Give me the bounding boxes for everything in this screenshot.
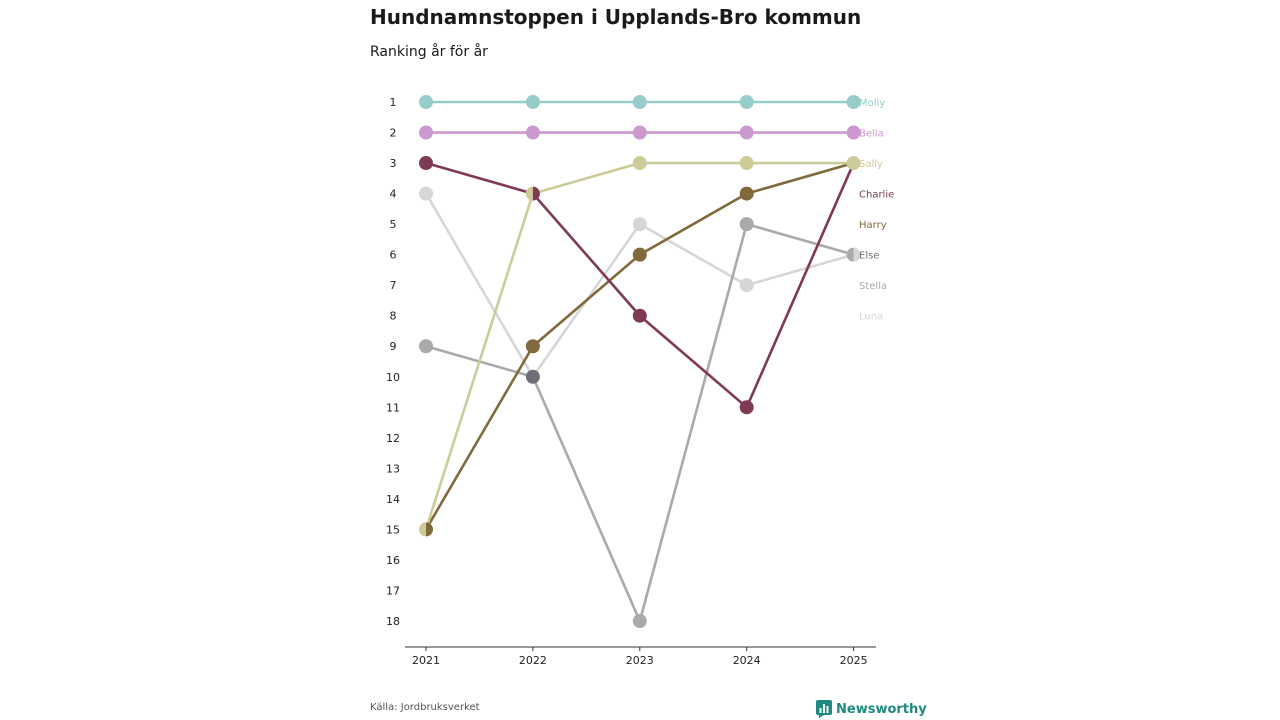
series-line-harry <box>638 192 749 256</box>
point-molly[interactable] <box>525 95 540 109</box>
series-lines <box>424 100 855 623</box>
end-label-else: Else <box>859 251 879 262</box>
y-tick-label: 15 <box>386 523 400 536</box>
brand-logo: Newsworthy <box>816 700 927 718</box>
point-luna[interactable] <box>419 186 433 201</box>
point-molly[interactable] <box>739 95 754 109</box>
point-harry[interactable] <box>739 186 754 201</box>
point-bella[interactable] <box>525 125 540 140</box>
y-tick-label: 10 <box>386 371 400 384</box>
x-tick-label: 2021 <box>412 654 440 667</box>
point-bella[interactable] <box>632 125 647 140</box>
end-label-stella: Stella <box>859 281 887 292</box>
end-label-sally: Sally <box>859 159 883 170</box>
series-line-stella <box>531 375 642 623</box>
x-axis-ticks: 2021 2022 2023 2024 2025 <box>412 647 868 667</box>
point-molly[interactable] <box>846 95 861 109</box>
point-luna[interactable] <box>632 217 647 232</box>
point-bella[interactable] <box>739 125 754 140</box>
series-line-stella <box>745 222 855 256</box>
series-line-charlie <box>424 161 535 195</box>
y-tick-label: 16 <box>386 554 400 567</box>
y-tick-label: 9 <box>390 340 397 353</box>
point-charlie[interactable] <box>419 156 433 171</box>
y-tick-label: 17 <box>386 584 400 597</box>
newsworthy-logo-icon <box>816 700 832 718</box>
point-stella[interactable] <box>739 217 754 232</box>
point-sally[interactable] <box>419 522 426 537</box>
point-stella[interactable] <box>632 614 647 629</box>
point-sally[interactable] <box>739 156 754 171</box>
point-bella[interactable] <box>846 125 861 140</box>
point-molly[interactable] <box>419 95 433 109</box>
point-else[interactable] <box>525 369 540 384</box>
point-sally[interactable] <box>846 156 861 171</box>
x-tick-label: 2022 <box>519 654 547 667</box>
series-line-luna <box>424 192 535 379</box>
end-labels: Molly Bella Sally Charlie Harry Else Stella Lun… <box>859 98 894 323</box>
end-label-bella: Bella <box>859 129 884 140</box>
x-tick-label: 2025 <box>840 654 868 667</box>
series-line-harry <box>745 161 855 195</box>
end-label-luna: Luna <box>859 312 883 323</box>
y-tick-label: 7 <box>390 279 397 292</box>
series-line-charlie <box>638 314 749 409</box>
point-molly[interactable] <box>632 95 647 109</box>
y-tick-label: 18 <box>386 615 400 628</box>
point-harry[interactable] <box>426 522 434 537</box>
series-markers <box>419 95 861 629</box>
y-tick-label: 6 <box>390 249 397 262</box>
series-line-sally <box>531 161 642 195</box>
series-line-sally <box>424 192 535 531</box>
series-line-charlie <box>745 161 855 409</box>
y-tick-label: 1 <box>390 96 397 109</box>
y-tick-label: 11 <box>386 401 400 414</box>
series-line-luna <box>745 253 855 287</box>
end-label-harry: Harry <box>859 220 887 231</box>
point-charlie[interactable] <box>632 308 647 323</box>
point-luna[interactable] <box>739 278 754 293</box>
series-line-luna <box>638 222 749 287</box>
source-note: Källa: Jordbruksverket <box>370 702 480 713</box>
point-harry[interactable] <box>525 339 540 354</box>
end-label-molly: Molly <box>859 98 885 109</box>
x-tick-label: 2024 <box>733 654 761 667</box>
y-tick-label: 8 <box>390 310 397 323</box>
point-stella[interactable] <box>846 247 854 262</box>
end-label-charlie: Charlie <box>859 190 894 201</box>
point-sally[interactable] <box>525 186 533 201</box>
point-bella[interactable] <box>419 125 433 140</box>
point-sally[interactable] <box>632 156 647 171</box>
chart-subtitle: Ranking år för år <box>370 44 488 60</box>
series-line-charlie <box>531 192 642 318</box>
x-tick-label: 2023 <box>626 654 654 667</box>
series-line-stella <box>638 222 749 623</box>
chart-title: Hundnamnstoppen i Upplands-Bro kommun <box>370 5 862 29</box>
point-luna[interactable] <box>853 247 861 262</box>
series-line-harry <box>424 344 535 531</box>
y-tick-label: 14 <box>386 493 400 506</box>
point-charlie[interactable] <box>739 400 754 415</box>
series-line-harry <box>531 253 642 348</box>
point-charlie[interactable] <box>532 186 540 201</box>
y-tick-label: 5 <box>390 218 397 231</box>
y-tick-label: 12 <box>386 432 400 445</box>
brand-name: Newsworthy <box>836 701 927 717</box>
y-tick-label: 3 <box>390 157 397 170</box>
point-stella[interactable] <box>419 339 433 354</box>
y-tick-label: 4 <box>390 188 397 201</box>
y-tick-label: 13 <box>386 462 400 475</box>
y-tick-label: 2 <box>390 127 397 140</box>
point-harry[interactable] <box>632 247 647 262</box>
